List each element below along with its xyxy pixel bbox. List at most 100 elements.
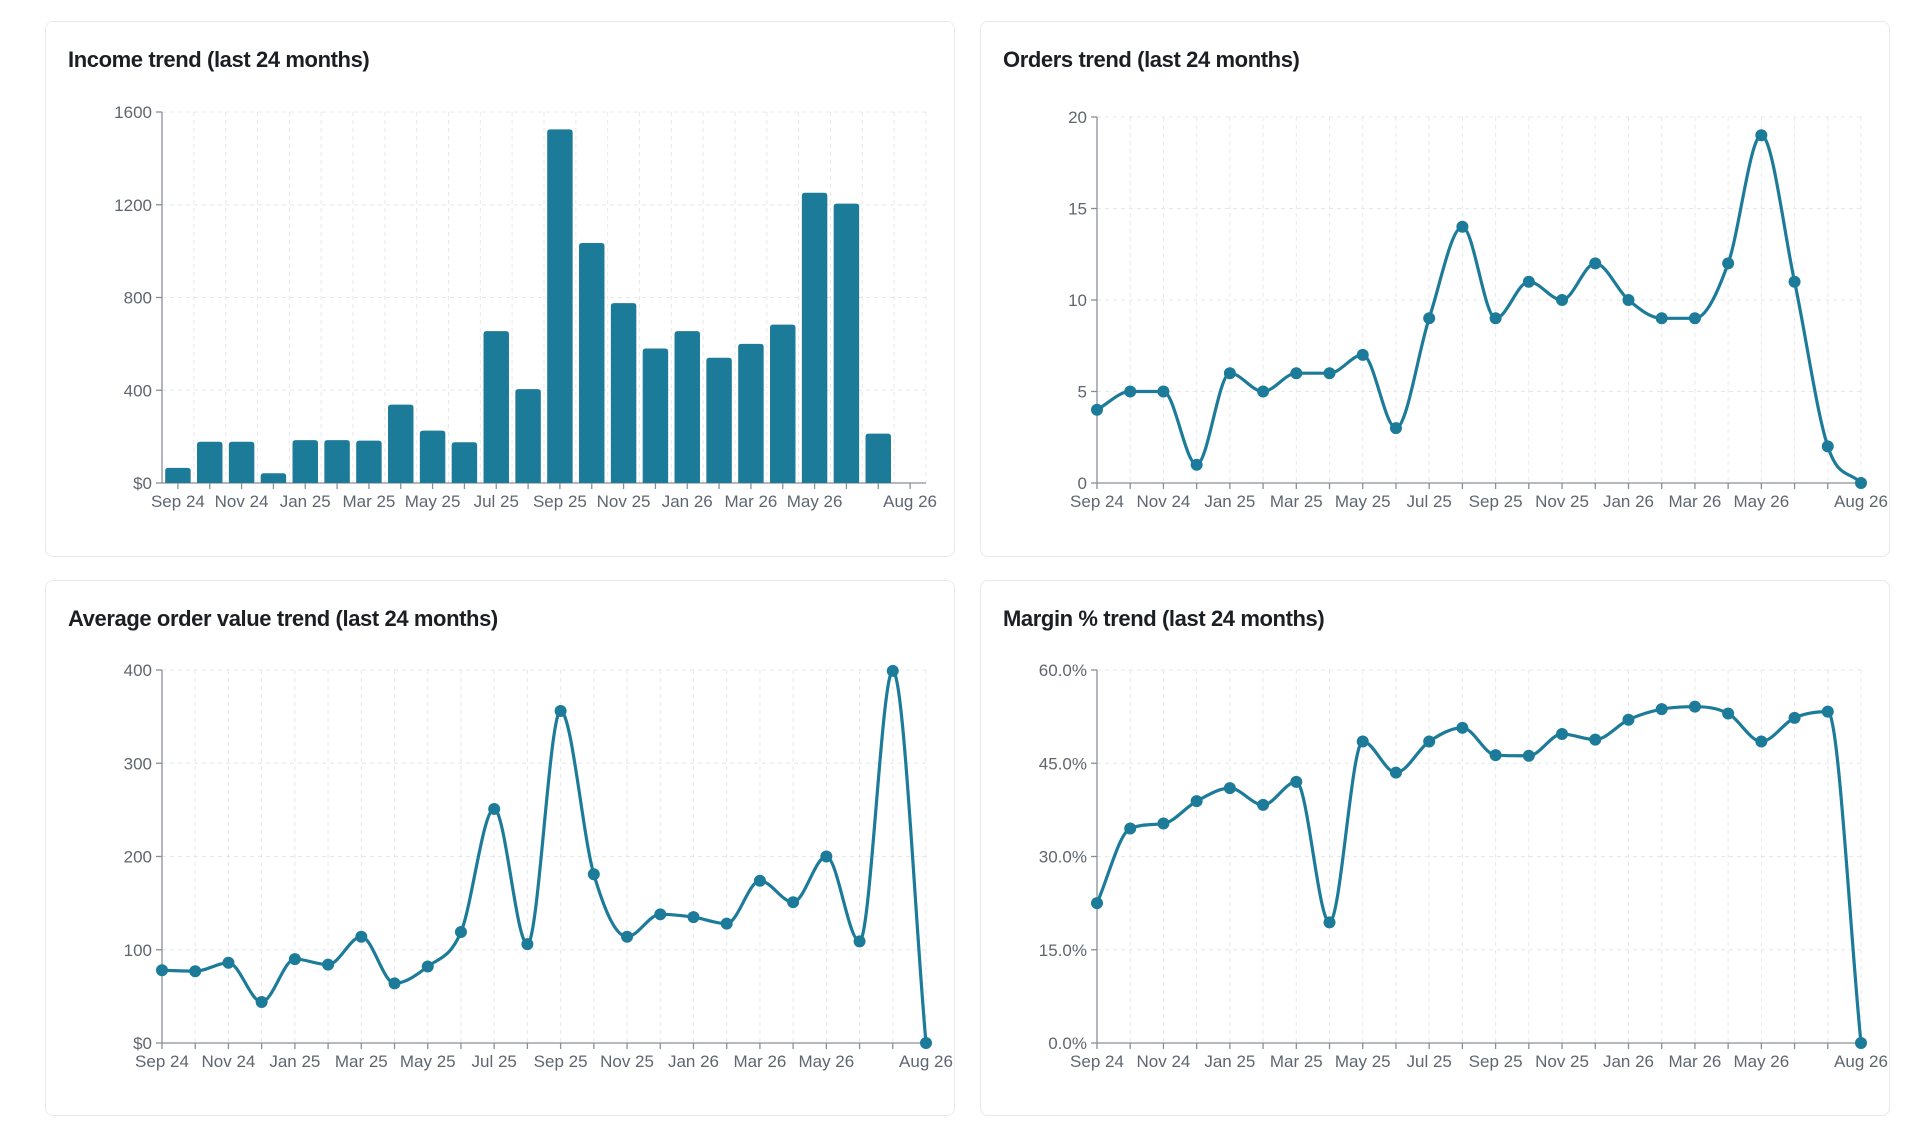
x-tick-label: Mar 26 [733,1052,786,1071]
data-point [1323,367,1336,380]
y-tick-label: 20 [1068,108,1087,127]
data-point [720,917,733,930]
income-bar [197,441,223,483]
data-point [1655,312,1668,325]
data-point [1655,703,1668,716]
series-line [1095,705,1863,1044]
x-tick-label: Mar 26 [724,492,777,511]
income-bar [165,467,191,483]
data-point [1788,275,1801,288]
income-bar-chart: $0 400 800 1200 1600 Sep 24 Nov 24 Jan 25 Mar 25… [114,103,937,511]
x-tick-label: Nov 24 [215,492,269,511]
data-point [1423,735,1436,748]
data-point [886,664,899,677]
x-tick-label: Jan 26 [668,1052,719,1071]
x-tick-label: May 26 [1733,1052,1789,1071]
data-point [853,935,866,948]
y-tick-label: 400 [124,661,152,680]
data-point [621,930,634,943]
data-point [1091,897,1103,910]
y-tick-label: 1200 [114,196,152,215]
y-tick-label: 200 [124,848,152,867]
data-point [1190,458,1203,471]
income-bar [515,389,541,483]
data-point [687,911,700,924]
income-bar [547,129,573,483]
x-tick-label: Mar 25 [1270,1052,1323,1071]
data-point [1389,766,1402,779]
x-tick-label: May 25 [405,492,461,511]
data-point [288,953,301,966]
y-tick-label: 10 [1068,291,1087,310]
data-point [488,802,501,815]
income-bar [610,303,637,483]
y-tick-label: 60.0% [1039,661,1087,680]
data-point [1356,735,1369,748]
chart-title: Margin % trend (last 24 months) [1003,606,1325,631]
x-tick-label: Sep 25 [534,1052,588,1071]
data-point [787,896,800,909]
data-point [1091,403,1103,416]
income-bar [738,343,764,483]
data-point [1821,705,1834,718]
data-point [1522,749,1535,762]
x-tick-label: Sep 24 [1070,492,1124,511]
data-point [1556,728,1569,741]
data-point [1622,294,1635,306]
y-tick-label: 100 [124,941,152,960]
y-tick-label: 5 [1078,383,1087,402]
x-tick-label: Nov 24 [201,1052,255,1071]
y-tick-label: 300 [124,754,152,773]
data-point [1622,713,1635,726]
data-point [222,956,235,969]
data-point [1821,440,1834,453]
data-point [1157,817,1170,830]
x-tick-label: May 26 [798,1052,854,1071]
x-tick-label: Jan 25 [280,492,331,511]
y-tick-label: $0 [133,474,152,493]
x-tick-label: Mar 25 [342,492,395,511]
income-bar [833,203,860,483]
chart-title: Orders trend (last 24 months) [1003,47,1300,72]
data-point [1755,129,1768,142]
y-tick-label: 400 [124,381,152,400]
data-point [1290,367,1303,380]
x-tick-label: Jul 25 [1406,492,1451,511]
income-bar [706,357,732,483]
income-chart-card: Income trend (last 24 months) $0 400 800 12… [45,21,955,557]
data-point [189,965,202,978]
x-tick-label: May 26 [1733,492,1789,511]
x-tick-label: Sep 24 [151,492,205,511]
x-tick-label: Sep 24 [135,1052,189,1071]
x-tick-label: Nov 25 [1535,492,1589,511]
data-point [1456,220,1469,233]
income-bar [451,442,478,483]
orders-line-chart: 0 5 10 15 20 Sep 24 Nov 24 Jan 25 Mar 25 May 25 Ju… [1068,108,1888,511]
data-point [654,908,667,921]
data-point [1855,477,1867,489]
income-bar [356,440,382,483]
data-point [1124,822,1137,835]
x-tick-label: Nov 25 [600,1052,654,1071]
data-point [753,874,766,887]
data-point [1190,795,1203,808]
data-point [1124,385,1137,398]
data-point [454,926,467,939]
income-bar [260,473,287,483]
data-point [1423,312,1436,325]
data-point [521,938,534,951]
x-tick-label: Jan 26 [662,492,713,511]
data-point [355,930,368,943]
chart-title: Income trend (last 24 months) [68,47,370,72]
income-bar [419,430,446,483]
series-line [1096,133,1863,485]
income-bar [324,440,350,483]
data-point [1223,782,1236,795]
orders-chart-card: Orders trend (last 24 months) 0 5 10 15 20 Se… [980,21,1890,557]
data-point [156,964,168,977]
data-point [1257,798,1270,811]
y-tick-label: 1600 [114,103,152,122]
data-point [421,960,434,973]
x-tick-label: Aug 26 [883,492,937,511]
data-point [1323,916,1336,929]
